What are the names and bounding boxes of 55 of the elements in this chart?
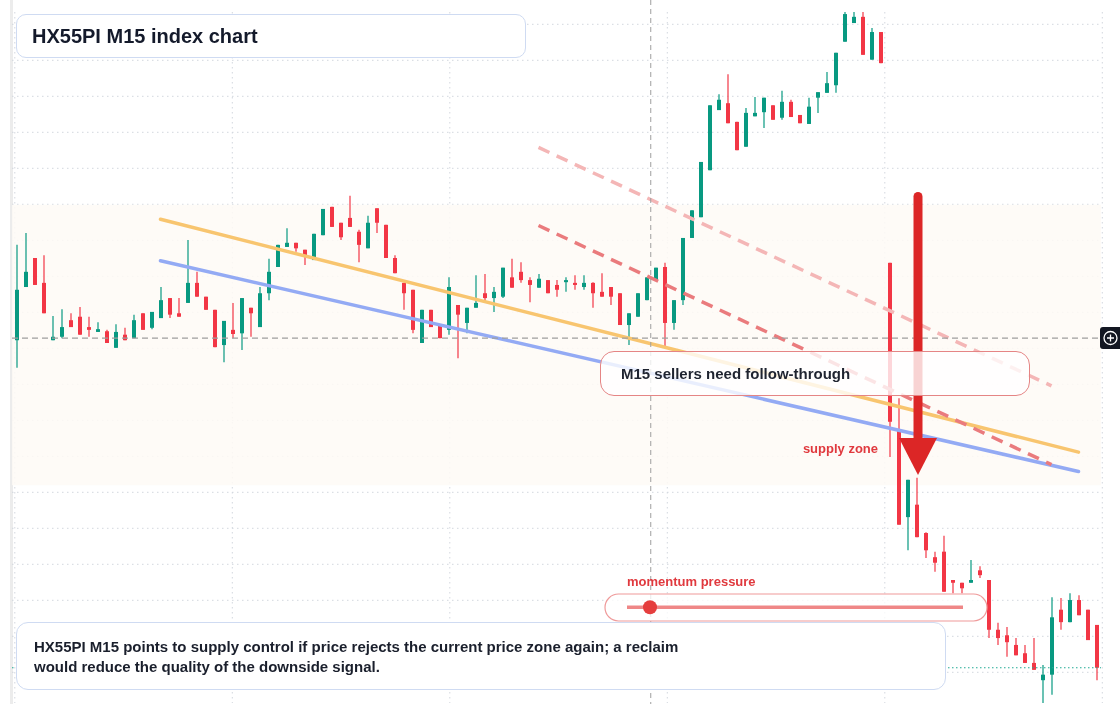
candlestick — [924, 531, 928, 559]
candlestick — [591, 281, 595, 309]
candlestick — [636, 292, 640, 318]
candlestick — [807, 97, 811, 125]
candlestick — [402, 282, 406, 311]
candlestick — [348, 195, 352, 228]
candlestick — [186, 239, 190, 304]
candlestick — [375, 207, 379, 234]
candlestick — [60, 308, 64, 339]
candlestick — [249, 307, 253, 338]
candlestick — [456, 304, 460, 359]
candlestick — [159, 286, 163, 319]
candlestick — [474, 274, 478, 309]
candlestick — [510, 258, 514, 289]
candlestick — [951, 579, 955, 594]
candlestick — [933, 551, 937, 573]
candlestick — [528, 276, 532, 303]
candlestick — [825, 71, 829, 94]
candlestick — [726, 73, 730, 124]
candlestick — [195, 271, 199, 298]
candlestick — [24, 232, 28, 288]
candlestick — [87, 316, 91, 338]
annotation: HX55PI M15 points to supply control if price rejects the current price zone again; a reclaim would reduce the quality of the downside signal. — [34, 637, 680, 677]
candlestick — [519, 261, 523, 284]
candlestick — [1041, 664, 1045, 703]
candlestick — [978, 565, 982, 579]
candlestick — [1068, 592, 1072, 623]
candlestick — [816, 91, 820, 114]
candlestick — [285, 227, 289, 248]
candlestick — [357, 229, 361, 263]
band-label: supply zone — [802, 441, 878, 457]
candlestick — [969, 559, 973, 584]
text: HX55PI M15 index chart — [32, 24, 258, 48]
candlestick — [780, 90, 784, 121]
candlestick — [672, 299, 676, 331]
annotation: M15 sellers need follow-through — [621, 365, 851, 382]
candlestick — [564, 276, 568, 293]
candlestick — [168, 297, 172, 319]
candlestick — [1032, 637, 1036, 671]
candlestick — [627, 312, 631, 346]
candlestick — [1059, 597, 1063, 631]
candlestick — [582, 274, 586, 291]
candlestick — [762, 97, 766, 129]
annotation: momentum pressure — [627, 574, 756, 589]
candlestick — [1005, 626, 1009, 658]
candlestick — [600, 272, 604, 298]
candlestick — [573, 274, 577, 291]
candlestick — [555, 279, 559, 298]
candlestick — [996, 622, 1000, 646]
candlestick — [492, 286, 496, 313]
candlestick — [177, 297, 181, 318]
candlestick — [78, 306, 82, 336]
candlestick — [231, 302, 235, 339]
candlestick — [96, 321, 100, 333]
candlestick — [114, 323, 118, 349]
